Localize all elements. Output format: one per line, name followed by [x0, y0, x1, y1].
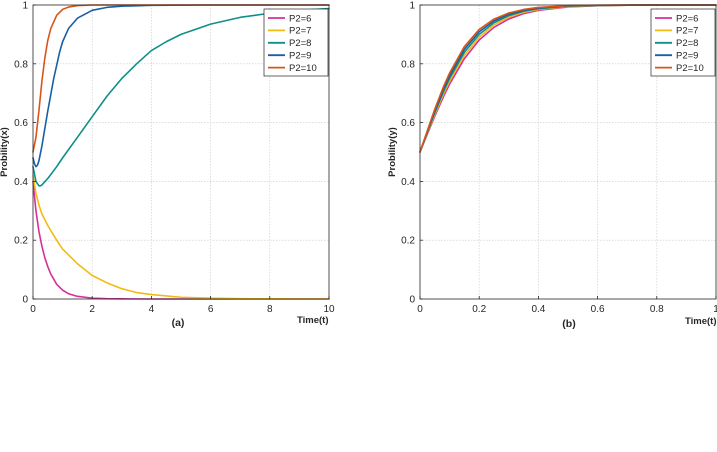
y-tick-label: 1 [22, 1, 28, 12]
x-tick-label: 0 [30, 304, 36, 315]
y-axis-label: Probility(x) [0, 127, 10, 177]
y-tick-label: 0.8 [14, 59, 28, 70]
legend-entry-label: P2=7 [289, 26, 311, 37]
y-tick-label: 0.6 [401, 118, 415, 129]
x-tick-label: 0 [417, 304, 423, 315]
x-axis-label: Time(t) [297, 315, 329, 326]
x-tick-label: 1 [713, 304, 717, 315]
legend-entry-label: P2=6 [289, 13, 311, 24]
legend: P2=6 P2=7P2=8 P2=9P2=10 [263, 8, 329, 77]
legend-entry-label: P2=10 [676, 63, 704, 74]
y-axis-label: Probility(y) [387, 127, 398, 177]
y-tick-label: 0.2 [401, 236, 415, 247]
panel-b-chart: 0 0.2 0.4 0.6 0.8 100.20.40.60.81Time(t)Probi… [387, 1, 717, 331]
y-tick-label: 0.4 [401, 177, 415, 188]
series-line-p2-7 [32, 174, 330, 300]
legend-entry-label: P2=9 [676, 51, 698, 62]
x-tick-label: 0.6 [591, 304, 605, 315]
series-line-p2-8 [32, 7, 330, 187]
panel-a-chart: 0 2 4 6 8 10 0 0.2 0.4 0.6 0.8 1 Time(t) Probility(x)… [0, 1, 335, 330]
legend-entry-label: P2=8 [289, 38, 311, 49]
y-tick-label: 0 [409, 295, 415, 306]
panel-caption: (a) [172, 317, 185, 329]
axes-frame [419, 4, 717, 300]
legend-entry-label: P2=6 [676, 13, 698, 24]
x-tick-label: 2 [89, 304, 95, 315]
x-tick-label: 0.8 [650, 304, 664, 315]
legend-entry-label: P2=8 [676, 38, 698, 49]
legend-entry-label: P2=10 [289, 63, 317, 74]
y-tick-label: 1 [409, 1, 415, 12]
x-tick-label: 10 [323, 304, 335, 315]
y-tick-label: 0.4 [14, 177, 28, 188]
legend-entry-label: P2=7 [676, 26, 698, 37]
panel-caption: (b) [562, 318, 575, 330]
x-tick-label: 8 [267, 304, 273, 315]
y-tick-label: 0 [22, 295, 28, 306]
y-tick-label: 0.2 [14, 236, 28, 247]
x-tick-label: 4 [149, 304, 155, 315]
y-tick-label: 0.6 [14, 118, 28, 129]
x-tick-label: 6 [208, 304, 214, 315]
x-axis-label: Time(t) [685, 316, 717, 327]
legend-entry-label: P2=9 [289, 51, 311, 62]
y-tick-label: 0.8 [401, 59, 415, 70]
x-tick-label: 0.2 [472, 304, 486, 315]
legend: P2=6 P2=7P2=8 P2=9P2=10 [650, 8, 716, 77]
axes-frame [32, 4, 330, 300]
x-tick-label: 0.4 [531, 304, 545, 315]
